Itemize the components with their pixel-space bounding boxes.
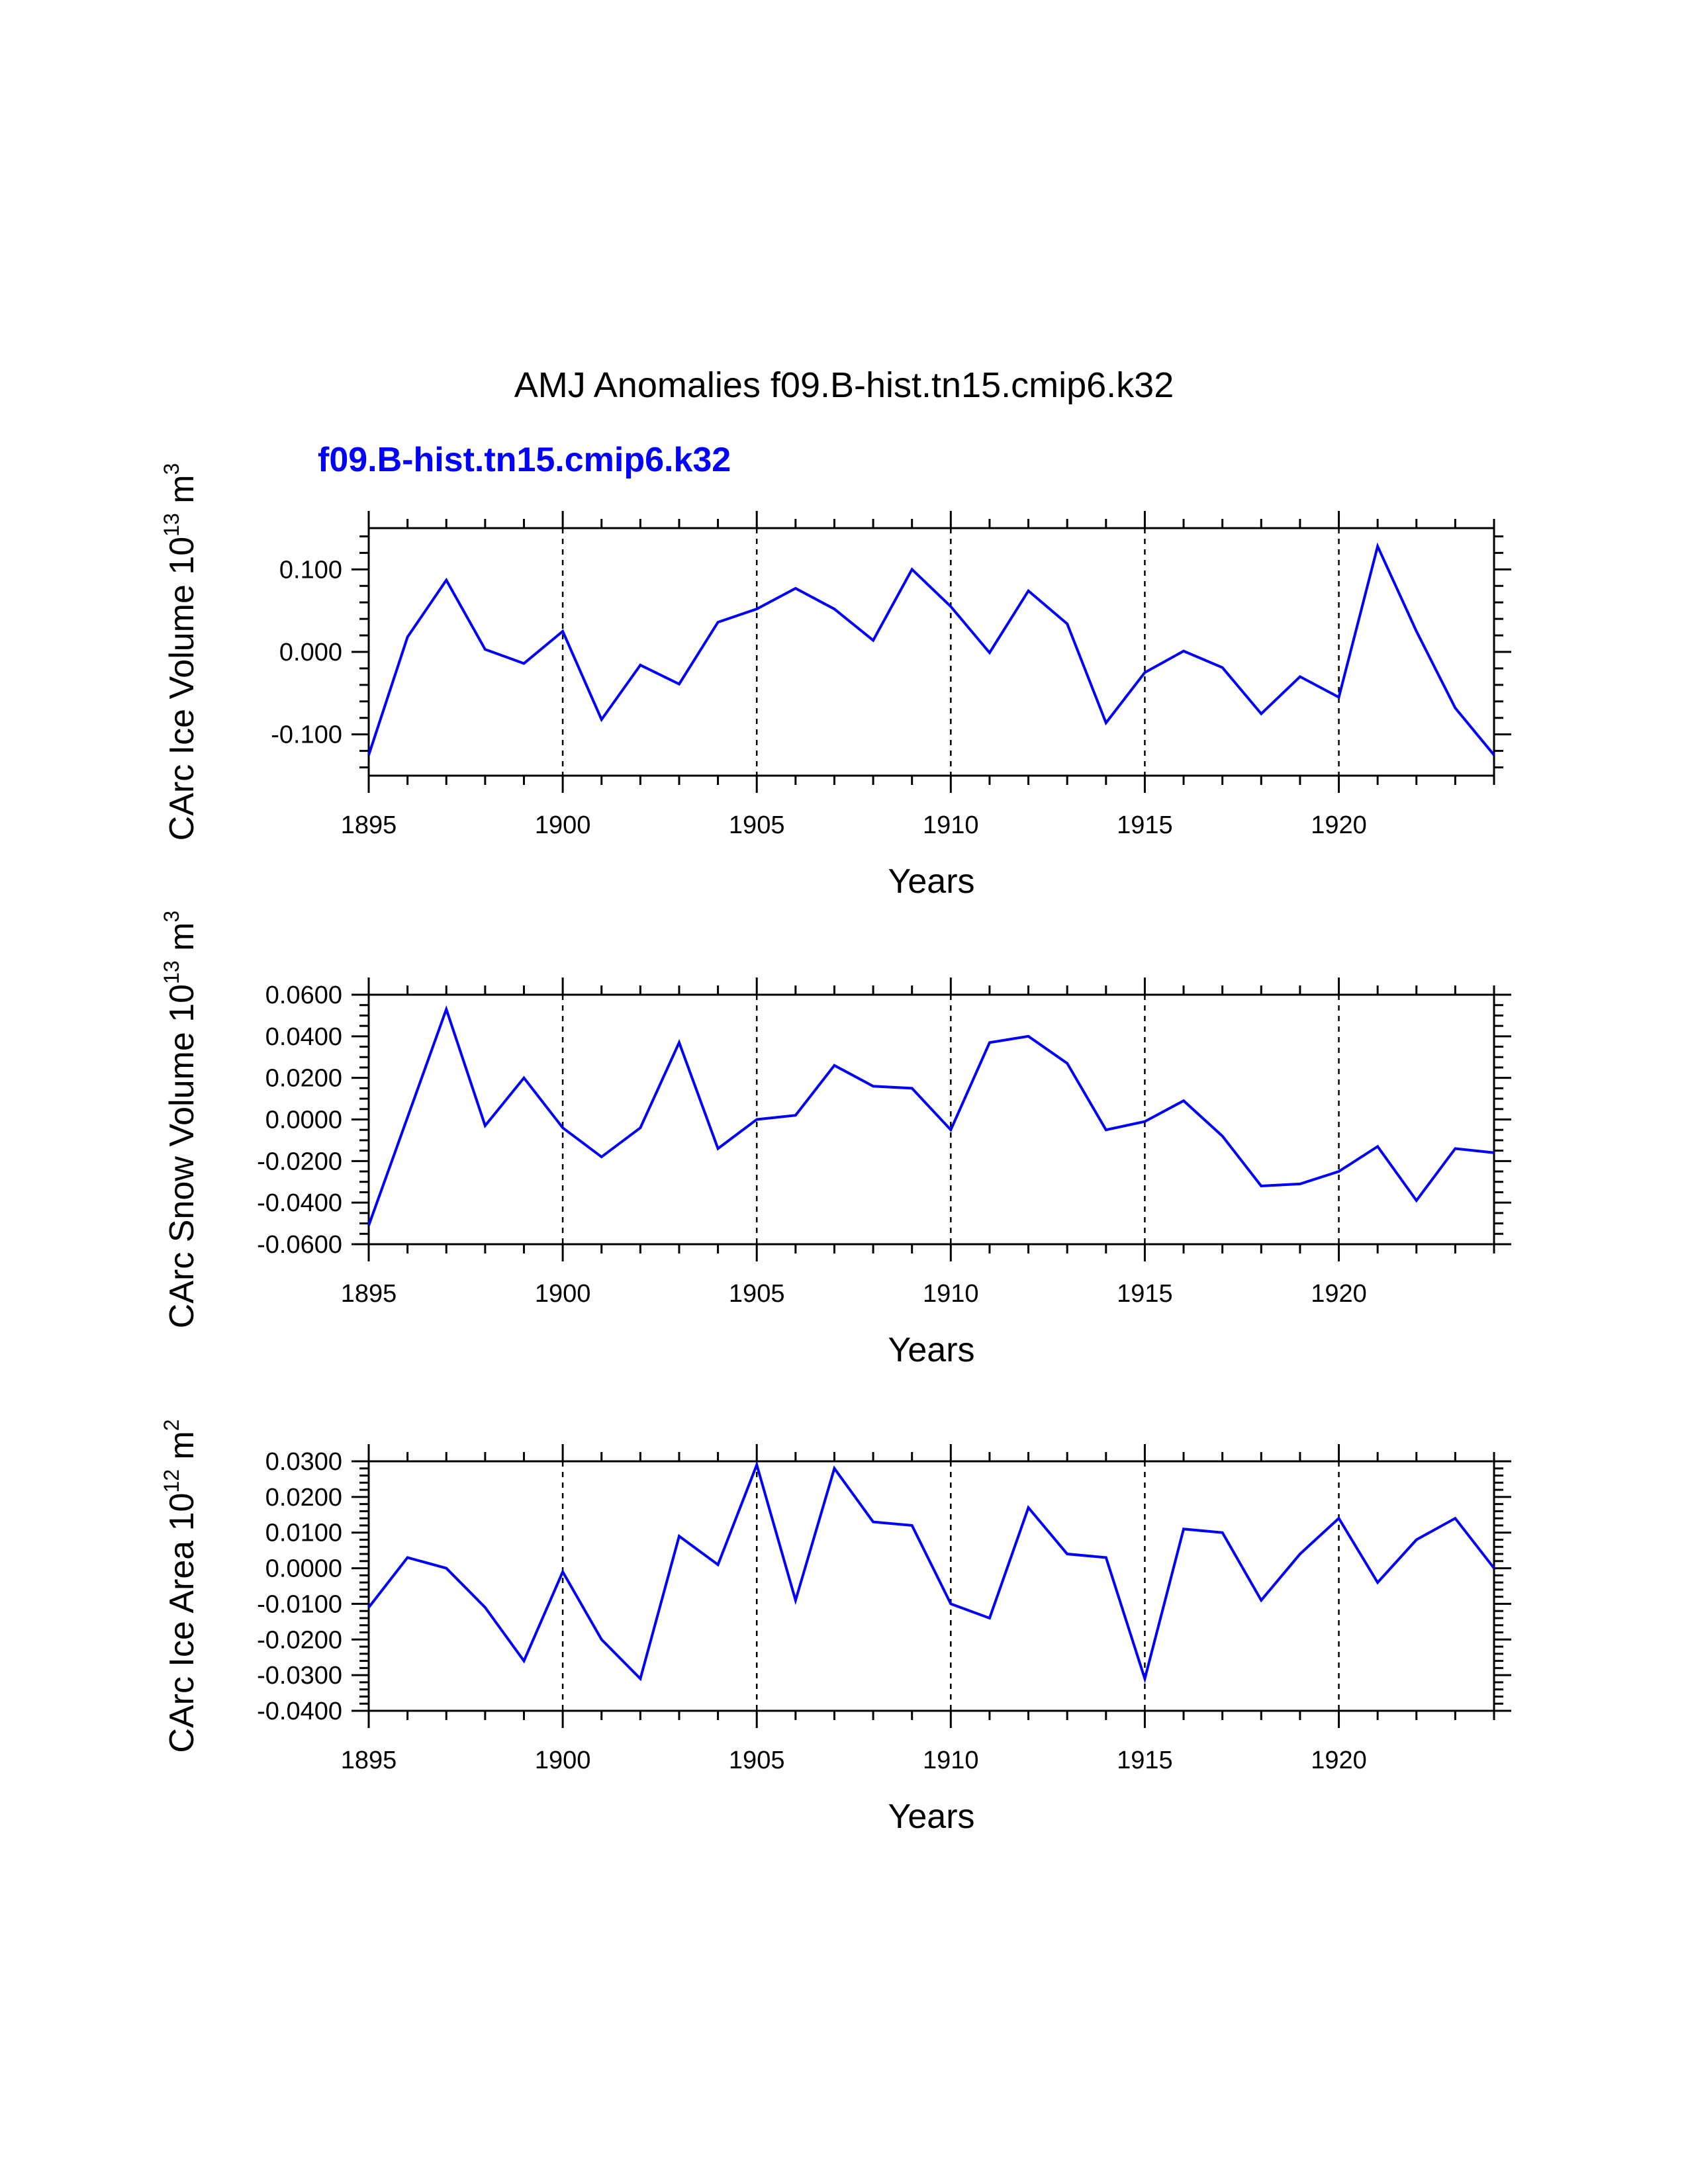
x-tick-label: 1910 [923,811,979,839]
x-tick-label: 1900 [535,811,591,839]
x-tick-label: 1905 [729,811,785,839]
x-axis-label: Years [888,862,974,901]
series-line [367,542,1495,756]
x-tick-label: 1920 [1311,1280,1367,1308]
chart-panel-2: 1895 1900 1905 1910 1915 1920 -0.0600 -0.0400 -0… [160,911,1511,1369]
y-tick-label: 0.0200 [265,1065,342,1093]
x-tick-label: 1905 [729,1747,785,1774]
x-tick-label: 1915 [1117,1747,1173,1774]
x-tick-label: 1900 [535,1280,591,1308]
y-tick-label: 0.0000 [265,1555,342,1583]
x-tick-label: 1895 [341,811,397,839]
series-line [367,1005,1495,1226]
x-tick-label: 1895 [341,1280,397,1308]
run-label: f09.B-hist.tn15.cmip6.k32 [318,441,731,479]
x-tick-label: 1920 [1311,811,1367,839]
y-tick-label: 0.100 [279,556,342,584]
x-tick-label: 1910 [923,1747,979,1774]
y-tick-label: 0.0200 [265,1484,342,1512]
x-tick-label: 1915 [1117,811,1173,839]
x-tick-label: 1905 [729,1280,785,1308]
y-tick-label: 0.0300 [265,1448,342,1476]
x-tick-label: 1920 [1311,1747,1367,1774]
x-tick-label: 1900 [535,1747,591,1774]
chart-panel-1: 1895 1900 1905 1910 1915 1920 -0.100 0.000 0.100… [160,463,1511,901]
chart-panel-3: 1895 1900 1905 1910 1915 1920 -0.0400 -0.0300 -0… [160,1419,1511,1836]
x-axis-label: Years [888,1797,974,1836]
plot-frame [367,993,1495,1246]
y-tick-label: -0.100 [271,721,342,749]
y-axis-label: CArc Ice Area 1012 m2 [160,1419,201,1752]
plot-frame [367,1460,1495,1712]
figure-title: AMJ Anomalies f09.B-hist.tn15.cmip6.k32 [514,365,1174,405]
chart-panels: 1895 1900 1905 1910 1915 1920 -0.100 0.000 0.100… [160,463,1511,1836]
y-tick-label: -0.0400 [257,1189,342,1217]
y-tick-label: 0.0000 [265,1107,342,1134]
y-axis-label: CArc Snow Volume 1013 m3 [160,911,201,1328]
y-tick-label: -0.0600 [257,1231,342,1259]
y-tick-label: 0.0400 [265,1023,342,1051]
y-tick-label: -0.0100 [257,1590,342,1618]
y-tick-label: -0.0200 [257,1626,342,1654]
x-axis-label: Years [888,1331,974,1369]
y-tick-label: -0.0200 [257,1148,342,1175]
y-tick-label: -0.0300 [257,1662,342,1690]
y-tick-label: 0.0100 [265,1520,342,1547]
x-tick-label: 1895 [341,1747,397,1774]
y-tick-label: 0.000 [279,639,342,666]
series-line [367,1461,1495,1684]
y-axis-label: CArc Ice Volume 1013 m3 [160,463,201,841]
x-tick-label: 1915 [1117,1280,1173,1308]
x-tick-label: 1910 [923,1280,979,1308]
y-tick-label: -0.0400 [257,1698,342,1725]
y-tick-label: 0.0600 [265,981,342,1009]
